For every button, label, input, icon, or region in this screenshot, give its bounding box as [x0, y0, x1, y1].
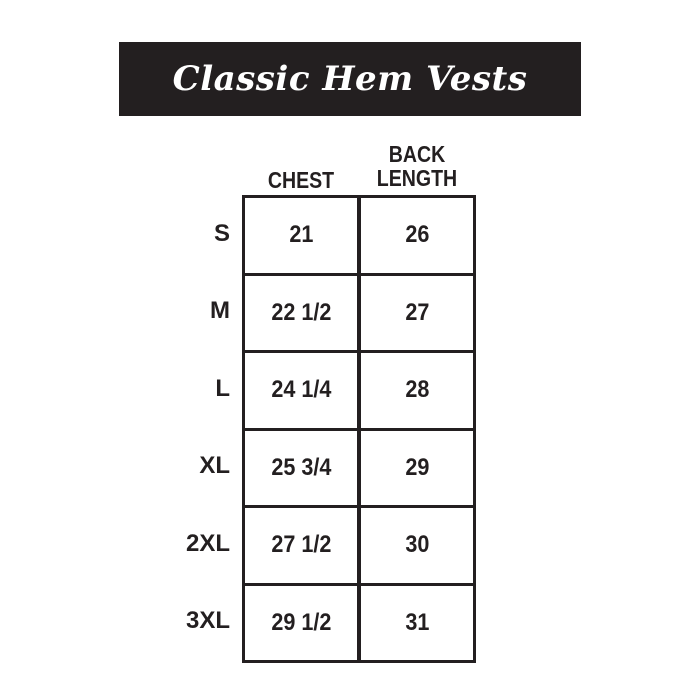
column-header-line: CHEST	[267, 167, 335, 193]
table-cell-chest: 21	[242, 195, 360, 276]
table-cell-back-length: 28	[358, 350, 476, 431]
table-cell-chest: 22 1/2	[242, 272, 360, 353]
size-table: 21 26 22 1/2 27 24 1/4 28 25 3/4 29 27 1/2 30 29 1…	[242, 195, 476, 663]
column-header-chest: CHEST	[252, 168, 351, 192]
cell-value: 21	[288, 221, 314, 249]
size-label: L	[215, 374, 230, 402]
page-title: Classic Hem Vests	[172, 59, 528, 99]
cell-value: 29	[404, 453, 430, 481]
cell-value: 27 1/2	[270, 531, 332, 559]
table-cell-back-length: 30	[358, 505, 476, 586]
table-cell-back-length: 27	[358, 272, 476, 353]
cell-value: 25 3/4	[270, 453, 332, 481]
column-header-back-length: BACK LENGTH	[367, 142, 467, 190]
cell-value: 29 1/2	[270, 608, 332, 636]
cell-value: 24 1/4	[270, 376, 332, 404]
table-cell-back-length: 26	[358, 195, 476, 276]
cell-value: 31	[404, 608, 430, 636]
size-label: S	[213, 219, 230, 247]
table-cell-chest: 27 1/2	[242, 505, 360, 586]
size-label: M	[210, 297, 230, 325]
table-cell-chest: 25 3/4	[242, 427, 360, 508]
size-label: 2XL	[185, 529, 230, 557]
table-cell-chest: 29 1/2	[242, 582, 360, 663]
size-label: 3XL	[185, 607, 230, 635]
table-cell-chest: 24 1/4	[242, 350, 360, 431]
cell-value: 30	[404, 531, 430, 559]
table-cell-back-length: 29	[358, 427, 476, 508]
cell-value: 22 1/2	[270, 298, 332, 326]
column-header-line: BACK	[388, 141, 446, 167]
column-header-line: LENGTH	[376, 165, 458, 191]
title-banner: Classic Hem Vests	[119, 42, 581, 116]
cell-value: 27	[404, 298, 430, 326]
size-label: XL	[199, 452, 230, 480]
cell-value: 26	[404, 221, 430, 249]
cell-value: 28	[404, 376, 430, 404]
table-cell-back-length: 31	[358, 582, 476, 663]
